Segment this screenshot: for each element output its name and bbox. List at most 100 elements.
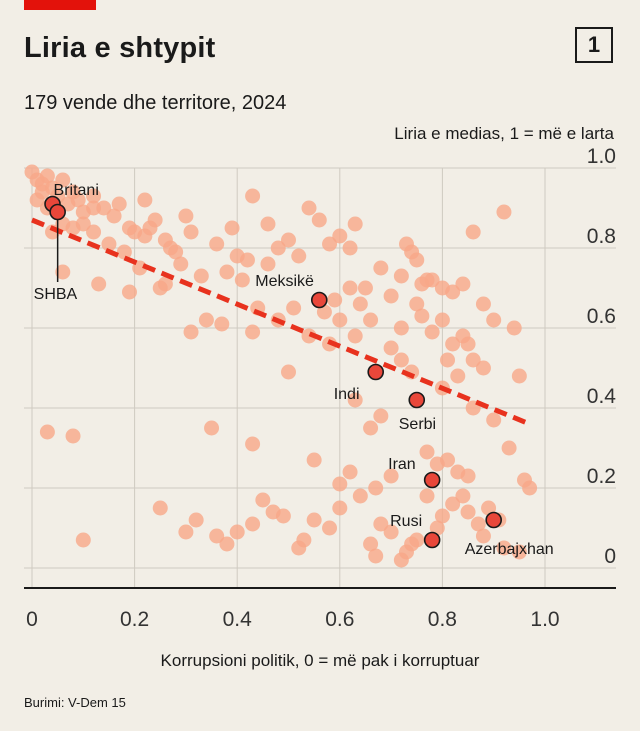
scatter-point <box>445 284 461 300</box>
scatter-point <box>470 516 486 532</box>
scatter-point <box>239 252 255 268</box>
scatter-point <box>183 324 199 340</box>
scatter-point <box>486 312 502 328</box>
scatter-point <box>332 228 348 244</box>
x-tick-label: 0.6 <box>325 608 354 631</box>
scatter-point <box>286 300 302 316</box>
scatter-point <box>440 452 456 468</box>
scatter-point <box>393 352 409 368</box>
highlight-point <box>49 203 66 221</box>
x-tick-label: 0.8 <box>428 608 457 631</box>
scatter-point <box>281 232 296 248</box>
x-tick-label: 1.0 <box>530 608 559 631</box>
scatter-point <box>260 216 276 232</box>
scatter-point <box>368 548 384 564</box>
scatter-point <box>347 392 363 408</box>
scatter-point <box>393 320 409 336</box>
x-tick-label: 0.2 <box>120 608 149 631</box>
scatter-point <box>219 264 235 280</box>
scatter-point <box>486 412 502 428</box>
trendline <box>31 217 531 427</box>
y-tick-label: 0 <box>604 545 616 568</box>
scatter-point <box>322 236 338 252</box>
scatter-point <box>157 276 173 292</box>
scatter-point <box>445 496 461 512</box>
scatter-point <box>291 540 307 556</box>
scatter-point <box>204 420 220 436</box>
scatter-point <box>496 540 512 556</box>
scatter-point <box>245 436 261 452</box>
highlight-label: Britani <box>54 182 99 199</box>
scatter-point <box>460 468 476 484</box>
scatter-point <box>511 368 527 384</box>
highlight-point <box>423 531 441 549</box>
scatter-point <box>270 240 286 256</box>
scatter-point <box>224 220 240 236</box>
scatter-point <box>383 288 399 304</box>
x-tick-label: 0 <box>26 608 38 631</box>
scatter-point <box>465 352 481 368</box>
highlight-label: Iran <box>388 456 416 473</box>
scatter-point <box>332 476 348 492</box>
scatter-point <box>368 480 384 496</box>
scatter-point <box>352 488 368 504</box>
scatter-point <box>455 488 471 504</box>
scatter-point <box>306 452 322 468</box>
scatter-point <box>357 280 373 296</box>
chart-number-badge: 1 <box>575 27 613 63</box>
scatter-point <box>352 296 368 312</box>
scatter-point <box>383 524 399 540</box>
scatter-point <box>229 524 245 540</box>
scatter-point <box>306 512 322 528</box>
scatter-point <box>424 272 440 288</box>
scatter-point <box>86 188 102 204</box>
scatter-point <box>101 236 117 252</box>
scatter-point <box>265 504 281 520</box>
scatter-point <box>65 428 81 444</box>
y-tick-label: 0.8 <box>587 225 616 248</box>
scatter-point <box>219 536 235 552</box>
scatter-point <box>419 488 435 504</box>
scatter-point <box>91 276 107 292</box>
trendline-group <box>31 217 531 427</box>
highlight-point <box>408 391 426 409</box>
scatter-point <box>347 328 363 344</box>
scatter-point <box>198 312 214 328</box>
y-axis-label: Liria e medias, 1 = më e larta <box>394 124 614 143</box>
scatter-point <box>137 192 153 208</box>
scatter-point <box>506 320 522 336</box>
chart-subtitle: 179 vende dhe territore, 2024 <box>24 92 287 114</box>
scatter-points <box>24 164 538 568</box>
scatter-point <box>178 524 194 540</box>
scatter-point <box>86 224 102 240</box>
scatter-point <box>39 168 55 184</box>
scatter-point <box>475 528 491 544</box>
scatter-point <box>475 296 491 312</box>
highlight-label: Rusi <box>390 513 422 530</box>
highlight-label: Serbi <box>399 416 436 433</box>
scatter-point <box>245 188 261 204</box>
scatter-point <box>121 284 137 300</box>
scatter-point <box>327 292 343 308</box>
scatter-point <box>363 312 379 328</box>
chart-title: Liria e shtypit <box>24 32 216 64</box>
scatter-point <box>475 360 491 376</box>
scatter-point <box>419 444 435 460</box>
scatter-point <box>75 532 91 548</box>
scatter-point <box>373 260 389 276</box>
x-axis-label: Korrupsioni politik, 0 = më pak i korrup… <box>160 651 480 670</box>
scatter-point <box>152 500 168 516</box>
scatter-point <box>373 408 389 424</box>
scatter-point <box>373 516 389 532</box>
highlight-point <box>367 363 385 381</box>
scatter-point <box>440 352 456 368</box>
scatter-point <box>434 508 450 524</box>
highlight-label: SHBA <box>34 286 78 303</box>
scatter-point <box>55 172 71 188</box>
scatter-point <box>383 468 399 484</box>
scatter-point <box>316 304 332 320</box>
scatter-point <box>39 424 55 440</box>
scatter-point <box>414 308 430 324</box>
scatter-point <box>245 516 261 532</box>
